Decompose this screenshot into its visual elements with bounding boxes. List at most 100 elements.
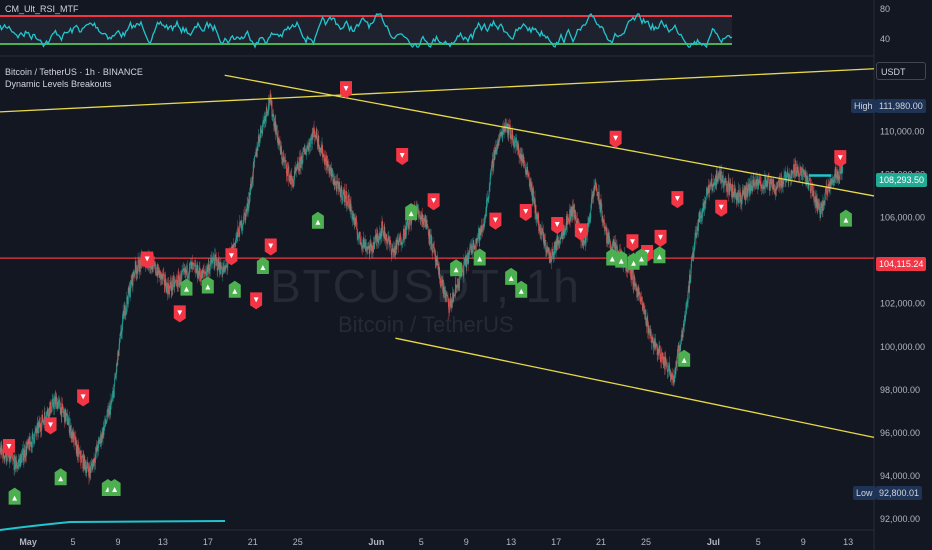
candle-body <box>350 203 352 211</box>
candle-body <box>376 235 378 242</box>
candle-body <box>494 147 496 153</box>
candle-body <box>608 232 610 236</box>
candle-body <box>498 139 499 146</box>
candle-body <box>402 242 403 244</box>
candle-body <box>348 206 350 208</box>
candle-body <box>663 356 665 365</box>
candle-body <box>494 152 496 160</box>
candle-body <box>284 160 286 162</box>
candle-body <box>157 264 159 277</box>
candle-body <box>242 222 244 225</box>
candle-body <box>826 186 828 195</box>
candle-body <box>296 164 298 169</box>
candle-body <box>587 222 589 227</box>
sell-arrow-icon <box>80 394 86 400</box>
candle-body <box>0 447 2 455</box>
rsi-indicator-label[interactable]: CM_Ult_RSI_MTF <box>5 4 79 14</box>
candle-body <box>733 191 734 197</box>
candle-body <box>589 218 591 222</box>
candle-body <box>445 296 447 299</box>
candle-body <box>591 194 593 197</box>
candle-body <box>97 450 99 452</box>
candle-body <box>88 471 90 478</box>
candle-body <box>537 215 539 221</box>
candle-body <box>483 223 484 228</box>
candle-body <box>646 316 648 320</box>
candle-body <box>212 257 214 260</box>
candle-body <box>104 418 106 426</box>
candle-body <box>561 232 563 239</box>
candle-body <box>365 246 367 252</box>
indicator-name[interactable]: Dynamic Levels Breakouts <box>5 79 112 89</box>
candle-body <box>21 455 22 463</box>
candle-body <box>395 239 397 248</box>
candle-body <box>485 214 487 217</box>
candle-body <box>396 239 398 250</box>
candle-body <box>376 234 378 242</box>
price-tick-label: 106,000.00 <box>880 212 925 222</box>
candle-body <box>165 278 167 289</box>
candle-body <box>160 274 162 280</box>
candle-body <box>745 186 747 201</box>
candle-body <box>417 209 419 214</box>
candle-body <box>113 384 115 398</box>
candle-body <box>769 184 771 191</box>
candle-body <box>190 261 192 264</box>
candle-body <box>689 274 691 284</box>
candle-body <box>705 194 707 198</box>
candle-body <box>529 180 531 185</box>
candle-body <box>567 217 569 219</box>
candle-body <box>653 341 655 348</box>
candle-body <box>127 301 129 305</box>
candle-body <box>121 323 123 333</box>
symbol-line[interactable]: Bitcoin / TetherUS · 1h · BINANCE <box>5 67 143 77</box>
candle-body <box>553 251 555 258</box>
candle-body <box>508 126 510 135</box>
candle-body <box>585 234 587 244</box>
candle-body <box>422 222 424 225</box>
candle-body <box>675 361 677 368</box>
candle-body <box>330 166 331 168</box>
candle-body <box>539 227 541 234</box>
candle-body <box>378 236 380 240</box>
candle-body <box>742 190 744 195</box>
candle-body <box>815 196 817 207</box>
candle-body <box>1 444 3 451</box>
time-tick-label: 17 <box>551 537 561 547</box>
candle-body <box>280 147 282 152</box>
candle-body <box>711 178 712 184</box>
candle-body <box>436 258 438 266</box>
candle-body <box>88 466 90 478</box>
candle-body <box>520 154 522 161</box>
candle-body <box>279 139 281 147</box>
candle-body <box>650 330 652 339</box>
candle-body <box>704 203 706 205</box>
candle-body <box>503 129 505 133</box>
time-tick-label: 5 <box>756 537 761 547</box>
candle-body <box>102 427 104 436</box>
sell-arrow-icon <box>523 209 529 215</box>
currency-selector[interactable]: USDT <box>876 62 926 80</box>
candle-body <box>538 226 540 231</box>
candle-body <box>803 173 805 175</box>
candle-body <box>581 234 583 246</box>
candle-body <box>746 185 748 198</box>
candle-body <box>783 180 785 184</box>
candle-body <box>27 442 29 445</box>
candle-body <box>275 121 277 135</box>
candle-body <box>531 187 533 201</box>
sell-arrow-icon <box>399 152 405 158</box>
candle-body <box>664 356 666 370</box>
candle-body <box>544 239 546 246</box>
candle-body <box>133 273 135 277</box>
candle-body <box>164 278 166 286</box>
candle-body <box>672 380 674 383</box>
candle-body <box>18 460 20 463</box>
buy-arrow-icon <box>183 286 189 292</box>
candle-body <box>434 250 436 262</box>
candle-body <box>667 369 669 372</box>
candle-body <box>387 238 389 242</box>
candle-body <box>721 179 723 184</box>
candle-body <box>478 228 480 234</box>
